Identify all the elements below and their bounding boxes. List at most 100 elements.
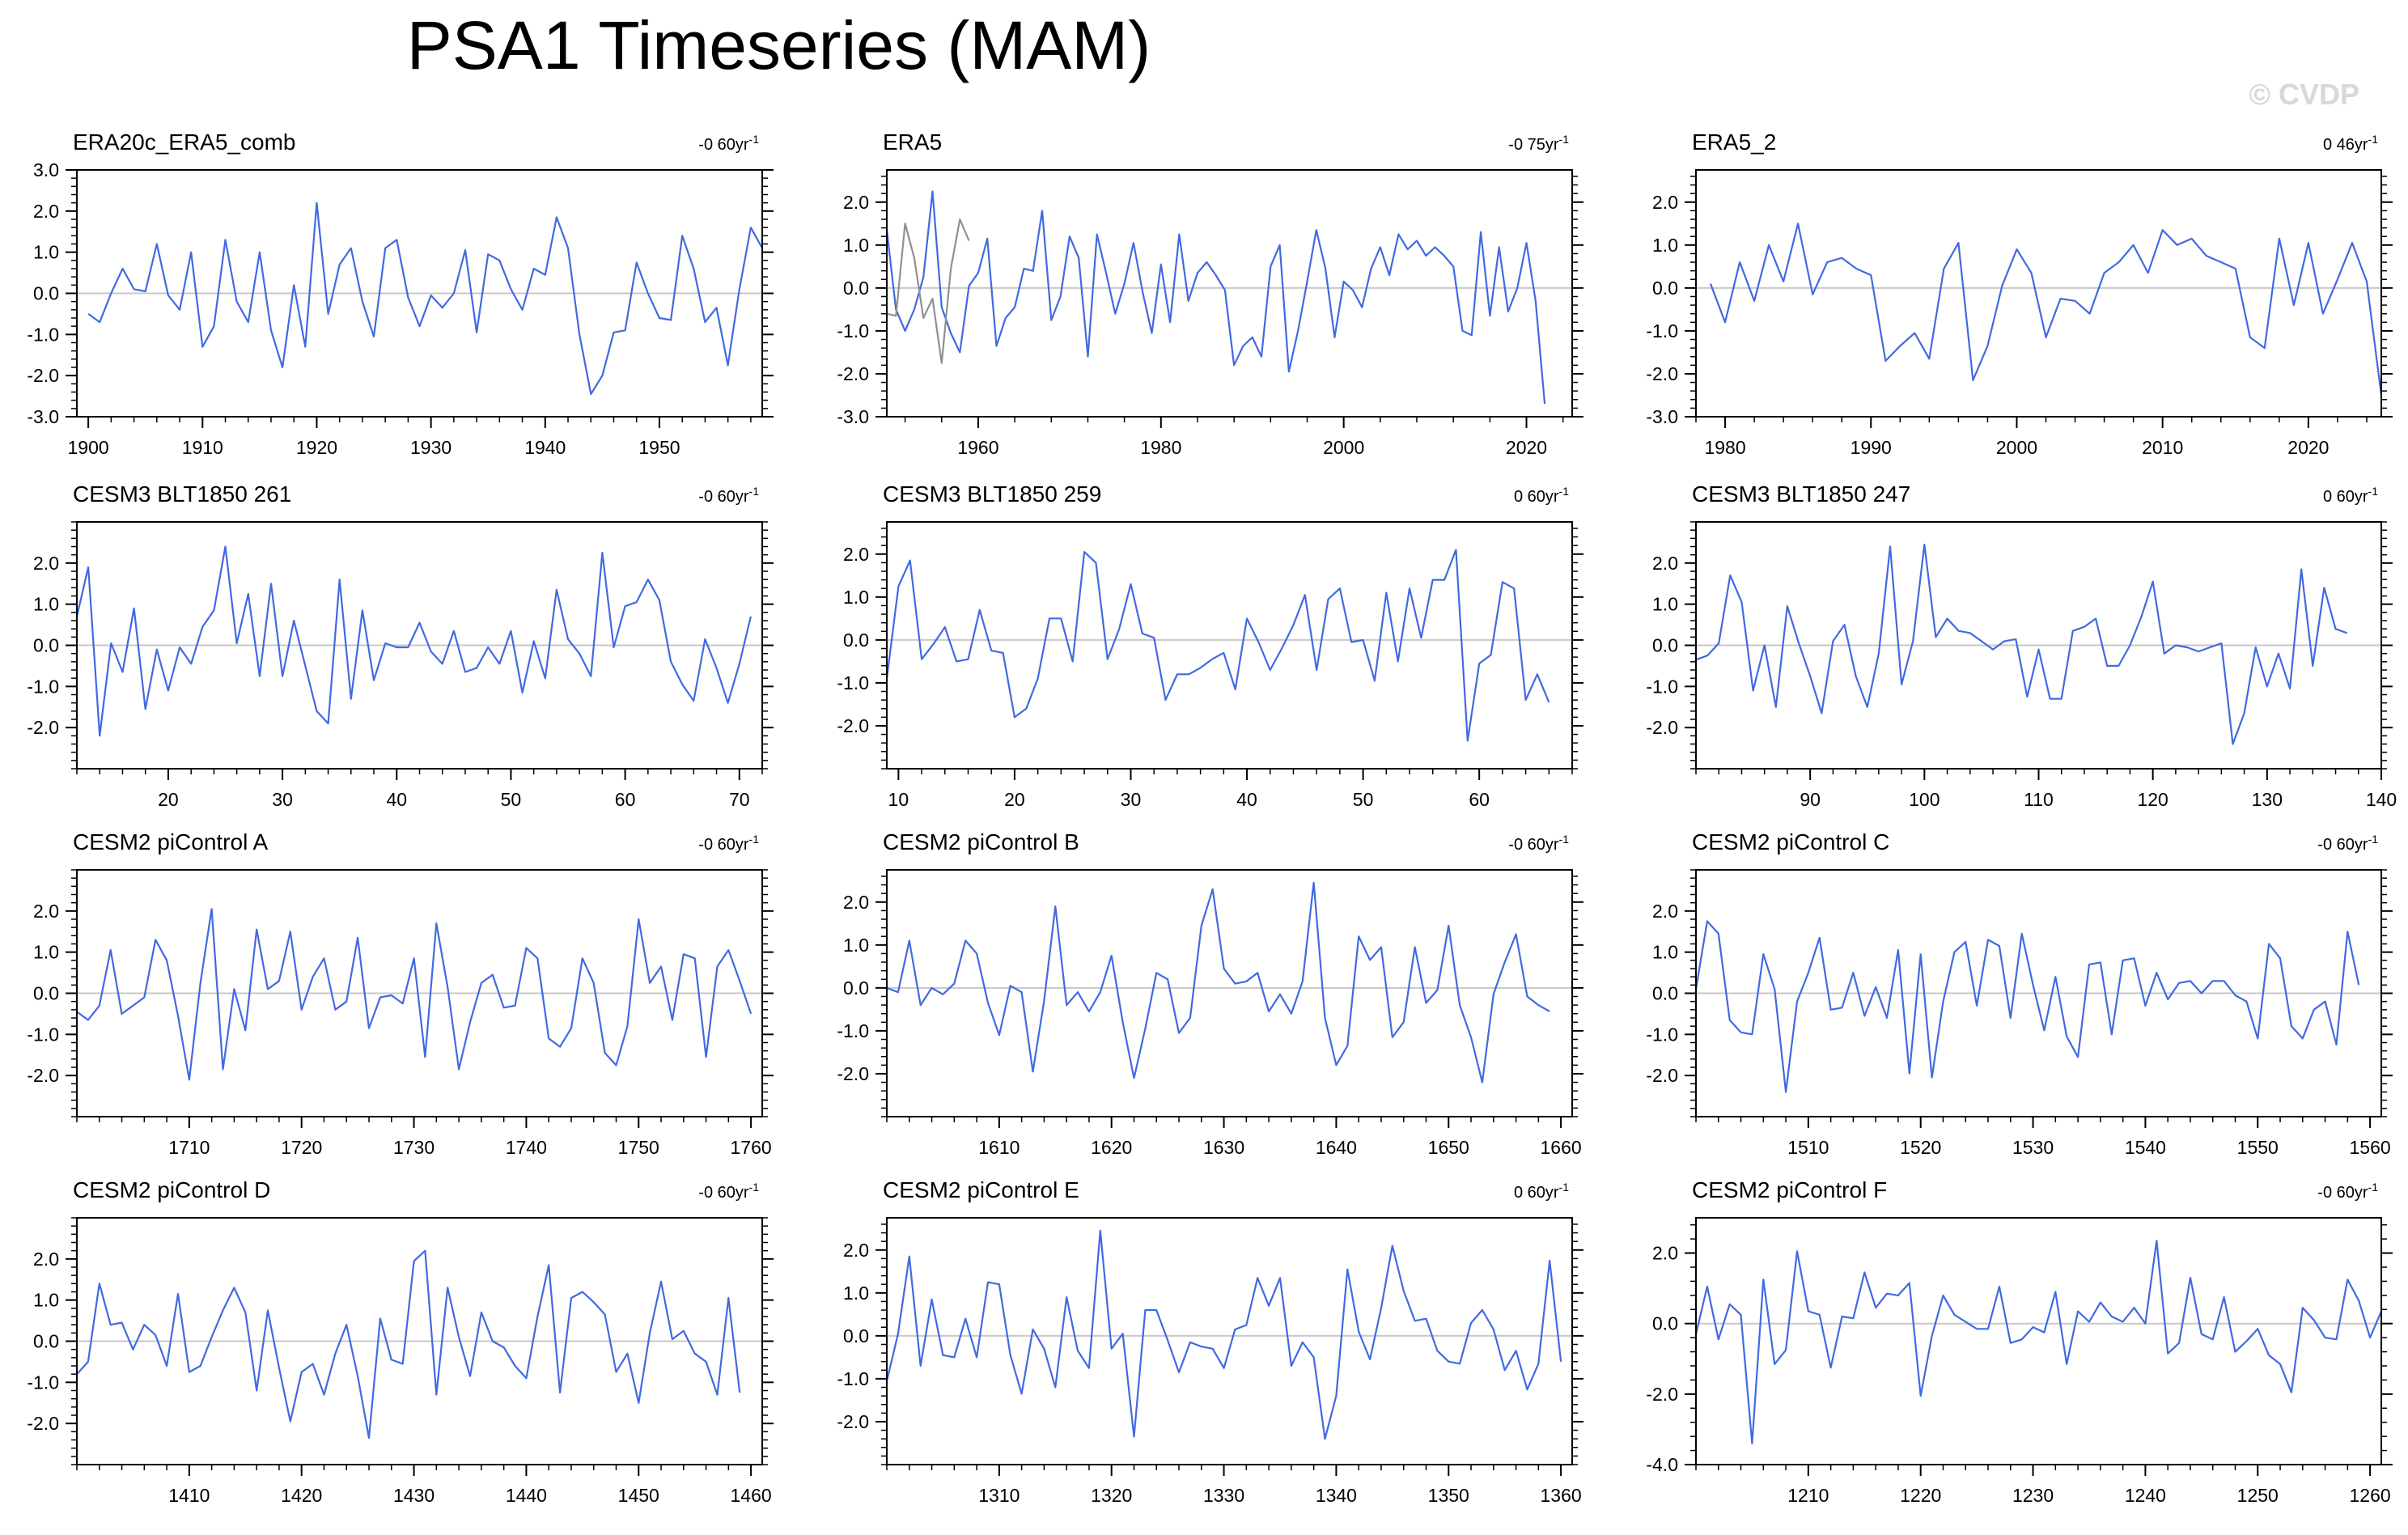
trend-superscript: -1 <box>2368 485 2379 498</box>
x-tick-label: 2000 <box>1323 437 1364 458</box>
x-tick-label: 1750 <box>618 1137 659 1158</box>
x-tick-label: 1410 <box>168 1485 210 1506</box>
x-tick-label: 90 <box>1800 789 1821 810</box>
x-tick-label: 1440 <box>506 1485 547 1506</box>
chart-panel-3: 1980 1990 2000 2010 2020 -3.0 -2.0 -1.0 0.0 1.0 2.… <box>1646 129 2393 458</box>
y-tick-label: -1.0 <box>27 676 59 697</box>
x-tick-label: 10 <box>888 789 909 810</box>
chart-panel-8: 1610 1620 1630 1640 1650 1660 -2.0 -1.0 0.0 1.0 2.… <box>837 829 1583 1158</box>
x-tick-label: 1940 <box>524 437 566 458</box>
plot-frame <box>886 521 1573 770</box>
x-tick-label: 140 <box>2366 789 2397 810</box>
y-tick-label: 1.0 <box>33 1290 59 1311</box>
x-tick-label: 1630 <box>1203 1137 1244 1158</box>
y-tick-label: -3.0 <box>1646 406 1678 427</box>
y-tick-label: 1.0 <box>843 935 869 956</box>
y-tick-label: -3.0 <box>27 406 59 427</box>
y-tick-label: -2.0 <box>1646 1384 1678 1405</box>
series-line <box>1709 223 2383 396</box>
chart-panel-2: 1960 1980 2000 2020 -3.0 -2.0 -1.0 0.0 1.0 2.0 ERA… <box>837 129 1583 458</box>
panel-title: ERA20c_ERA5_comb <box>73 129 295 155</box>
x-tick-label: 1740 <box>506 1137 547 1158</box>
x-tick-label: 40 <box>1236 789 1257 810</box>
series-line <box>76 908 752 1081</box>
series-line <box>1694 1240 2383 1445</box>
series-line <box>76 1249 741 1440</box>
x-tick-label: 1220 <box>1900 1485 1941 1506</box>
y-tick-label: 1.0 <box>843 587 869 608</box>
panel-title: ERA5_2 <box>1692 129 1776 155</box>
panel-title: CESM2 piControl F <box>1692 1177 1887 1202</box>
x-tick-label: 20 <box>158 789 179 810</box>
plot-frame <box>1695 1217 2382 1465</box>
x-tick-label: 1460 <box>731 1485 772 1506</box>
x-tick-label: 1510 <box>1787 1137 1829 1158</box>
x-tick-label: 50 <box>501 789 522 810</box>
x-tick-label: 1240 <box>2125 1485 2166 1506</box>
y-tick-label: 2.0 <box>843 1240 869 1261</box>
x-tick-label: 120 <box>2137 789 2168 810</box>
series-line <box>1694 920 2360 1093</box>
y-tick-label: 0.0 <box>33 983 59 1004</box>
x-tick-label: 1320 <box>1091 1485 1132 1506</box>
x-tick-label: 1660 <box>1541 1137 1582 1158</box>
y-tick-label: 0.0 <box>1652 983 1678 1004</box>
y-tick-label: -2.0 <box>27 365 59 386</box>
y-tick-label: -2.0 <box>837 363 869 384</box>
y-tick-label: -2.0 <box>837 715 869 736</box>
x-tick-label: 60 <box>615 789 636 810</box>
x-tick-label: 110 <box>2024 789 2054 810</box>
series-line <box>885 549 1550 742</box>
x-tick-label: 1520 <box>1900 1137 1941 1158</box>
y-tick-label: 2.0 <box>33 1249 59 1270</box>
trend-label: 0 60yr-1 <box>1514 485 1569 506</box>
x-tick-label: 100 <box>1909 789 1940 810</box>
y-tick-label: 1.0 <box>843 235 869 256</box>
x-tick-label: 1950 <box>638 437 680 458</box>
x-tick-label: 1560 <box>2350 1137 2391 1158</box>
series-line <box>87 201 763 396</box>
y-tick-label: 0.0 <box>33 635 59 656</box>
panel-title: CESM2 piControl D <box>73 1177 270 1202</box>
y-tick-label: -2.0 <box>27 1065 59 1086</box>
trend-label: 0 60yr-1 <box>1514 1181 1569 1202</box>
x-tick-label: 1720 <box>281 1137 322 1158</box>
plot-frame <box>886 169 1573 418</box>
x-tick-label: 1980 <box>1140 437 1181 458</box>
x-tick-label: 1260 <box>2350 1485 2391 1506</box>
chart-panel-4: 20 30 40 50 60 70 -2.0 -1.0 0.0 1.0 2.0 CESM3 BLT18… <box>27 481 774 810</box>
chart-panel-6: 90 100 110 120 130 140 -2.0 -1.0 0.0 1.0 2.0 CESM3 … <box>1646 481 2397 810</box>
y-tick-label: -1.0 <box>837 320 869 341</box>
x-tick-label: 1530 <box>2012 1137 2054 1158</box>
y-tick-label: 0.0 <box>1652 1313 1678 1334</box>
series-line <box>885 190 1546 405</box>
y-tick-label: 0.0 <box>1652 635 1678 656</box>
trend-superscript: -1 <box>749 833 760 846</box>
chart-panel-9: 1510 1520 1530 1540 1550 1560 -2.0 -1.0 0.0 1.0 2.… <box>1646 829 2393 1158</box>
y-tick-label: -1.0 <box>27 1024 59 1045</box>
x-tick-label: 2020 <box>2287 437 2329 458</box>
x-tick-label: 1650 <box>1428 1137 1469 1158</box>
y-tick-label: 2.0 <box>33 201 59 222</box>
x-tick-label: 1540 <box>2125 1137 2166 1158</box>
chart-panel-5: 10 20 30 40 50 60 -2.0 -1.0 0.0 1.0 2.0 CESM3 BLT18… <box>837 481 1583 810</box>
x-tick-label: 1230 <box>2012 1485 2054 1506</box>
trend-label: -0 60yr-1 <box>2317 833 2378 854</box>
y-tick-label: -1.0 <box>837 672 869 693</box>
panel-title: CESM3 BLT1850 259 <box>883 481 1101 507</box>
x-tick-label: 1960 <box>957 437 998 458</box>
trend-superscript: -1 <box>1559 485 1570 498</box>
x-tick-label: 1210 <box>1787 1485 1829 1506</box>
plot-frame <box>886 1217 1573 1465</box>
y-tick-label: 2.0 <box>843 892 869 913</box>
trend-superscript: -1 <box>2368 133 2379 146</box>
chart-panel-12: 1210 1220 1230 1240 1250 1260 -4.0 -2.0 0.0 2.0 CE… <box>1646 1177 2393 1506</box>
x-tick-label: 1900 <box>68 437 109 458</box>
reference-series-line <box>886 218 970 364</box>
chart-panel-1: 1900 1910 1920 1930 1940 1950 -3.0 -2.0 -1.0 0.0 1… <box>27 129 774 458</box>
y-tick-label: 1.0 <box>33 594 59 615</box>
y-tick-label: -2.0 <box>837 1063 869 1084</box>
plot-frame <box>886 869 1573 1117</box>
trend-superscript: -1 <box>1559 1181 1570 1194</box>
